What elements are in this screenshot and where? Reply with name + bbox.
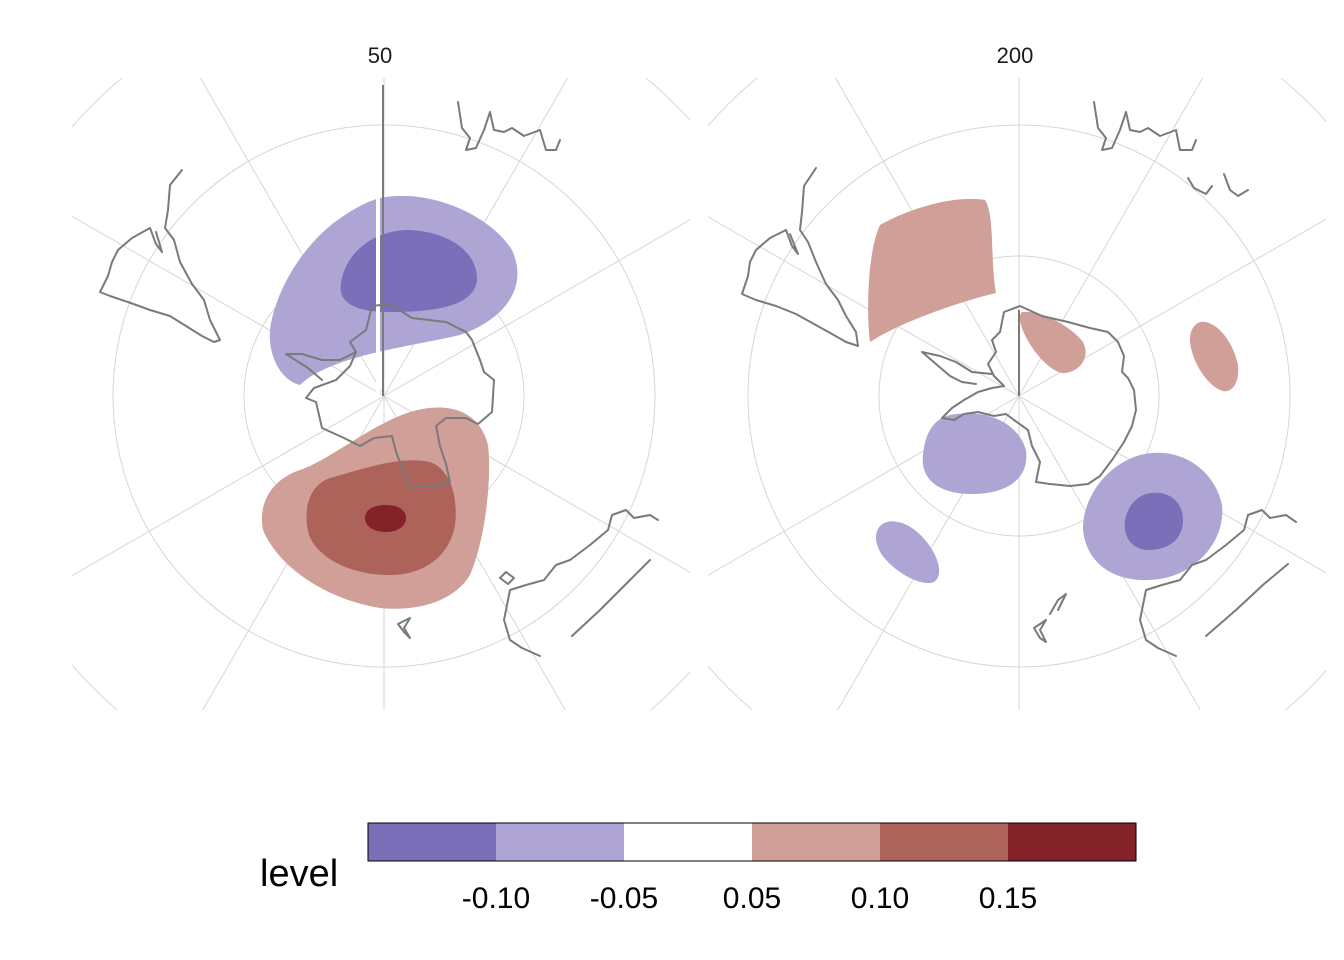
- legend-color-bar-border: [367, 822, 1137, 862]
- legend-swatch: [368, 823, 497, 861]
- contour-positive-050: [1189, 321, 1239, 392]
- legend-swatch: [880, 823, 1009, 861]
- legend-swatch: [496, 823, 625, 861]
- legend-tick-label: 0.10: [851, 882, 909, 915]
- contour-negative-100: [1124, 492, 1184, 550]
- coastline-south-america: [741, 167, 859, 347]
- coastline-south-america: [99, 169, 221, 343]
- coastline-antarctic-peninsula: [285, 351, 357, 381]
- legend-color-bar: [368, 823, 1137, 861]
- contour-negative-050: [875, 521, 940, 584]
- coastline-madagascar: [1223, 173, 1249, 197]
- legend-tick-label: -0.05: [590, 882, 658, 915]
- coastline-antarctica: [941, 305, 1137, 487]
- coastline-antarctic-peninsula: [921, 351, 993, 385]
- panel-50: 50: [72, 43, 690, 710]
- coastlines-left: [99, 85, 659, 657]
- panel-title-left: 50: [368, 43, 392, 68]
- contour-positive-150: [365, 505, 406, 532]
- panel-200: 200: [708, 43, 1326, 710]
- dateline-gap: [376, 190, 380, 395]
- contours-right: [868, 198, 1239, 584]
- legend-tick-label: 0.15: [979, 882, 1037, 915]
- legend-title: level: [260, 853, 338, 895]
- coastline-island: [1049, 593, 1067, 615]
- coastline-tasmania: [397, 617, 411, 639]
- legend-tick-label: -0.10: [462, 882, 530, 915]
- contours-left: [261, 190, 518, 609]
- contour-positive-050: [1019, 311, 1086, 374]
- contour-negative-050: [922, 413, 1027, 494]
- coastlines-right: [741, 101, 1297, 657]
- contour-positive-050: [868, 198, 996, 342]
- contour-negative-100: [340, 230, 478, 312]
- panel-title-right: 200: [997, 43, 1034, 68]
- legend: level -0.10 -0.05 0.05 0.10 0.15: [260, 822, 1137, 915]
- legend-swatch: [752, 823, 881, 861]
- coastline-antarctica: [305, 303, 495, 487]
- coastline-africa: [1093, 101, 1197, 151]
- legend-tick-labels: -0.10 -0.05 0.05 0.10 0.15: [462, 882, 1037, 915]
- coastline-new-zealand: [571, 559, 651, 637]
- coastline-australia: [1139, 509, 1297, 657]
- coastline-australia: [503, 509, 659, 657]
- legend-swatch: [1008, 823, 1137, 861]
- coastline-africa: [457, 101, 561, 151]
- coastline-island: [1187, 177, 1213, 195]
- coastline-island: [499, 571, 515, 585]
- coastline-tasmania: [1033, 619, 1047, 643]
- legend-tick-label: 0.05: [723, 882, 781, 915]
- legend-swatch: [624, 823, 753, 861]
- latitude-circle: [708, 78, 1326, 710]
- coastline-new-zealand: [1205, 563, 1289, 637]
